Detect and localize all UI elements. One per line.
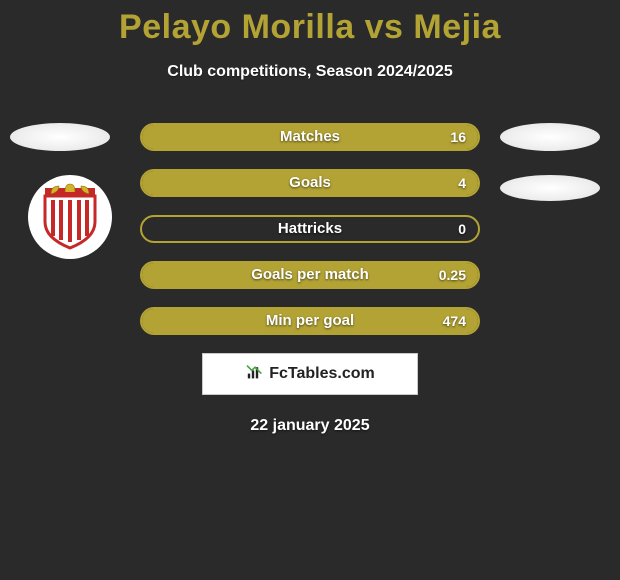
bar-chart-icon [245, 364, 265, 385]
bar-label: Matches [142, 125, 478, 149]
bar-label: Min per goal [142, 309, 478, 333]
player-right-placeholder-2 [500, 175, 600, 201]
stat-bar-goals-per-match: Goals per match 0.25 [140, 261, 480, 289]
shield-icon [41, 180, 99, 255]
bar-label: Hattricks [142, 217, 478, 241]
site-attribution: FcTables.com [202, 353, 418, 395]
team-badge-left [28, 175, 112, 259]
player-left-placeholder [10, 123, 110, 151]
bar-value: 0.25 [439, 263, 466, 287]
stat-bar-hattricks: Hattricks 0 [140, 215, 480, 243]
stat-bar-min-per-goal: Min per goal 474 [140, 307, 480, 335]
bar-label: Goals [142, 171, 478, 195]
content: Matches 16 Goals 4 Hattricks 0 Goals per… [0, 123, 620, 435]
site-label: FcTables.com [269, 365, 375, 383]
bar-value: 4 [458, 171, 466, 195]
stat-bar-goals: Goals 4 [140, 169, 480, 197]
date-label: 22 january 2025 [0, 417, 620, 435]
page-title: Pelayo Morilla vs Mejia [0, 0, 620, 47]
subtitle: Club competitions, Season 2024/2025 [0, 63, 620, 81]
bar-value: 0 [458, 217, 466, 241]
stat-bar-matches: Matches 16 [140, 123, 480, 151]
player-right-placeholder [500, 123, 600, 151]
bar-value: 474 [443, 309, 466, 333]
bar-label: Goals per match [142, 263, 478, 287]
stat-bars: Matches 16 Goals 4 Hattricks 0 Goals per… [140, 123, 480, 335]
bar-value: 16 [450, 125, 466, 149]
